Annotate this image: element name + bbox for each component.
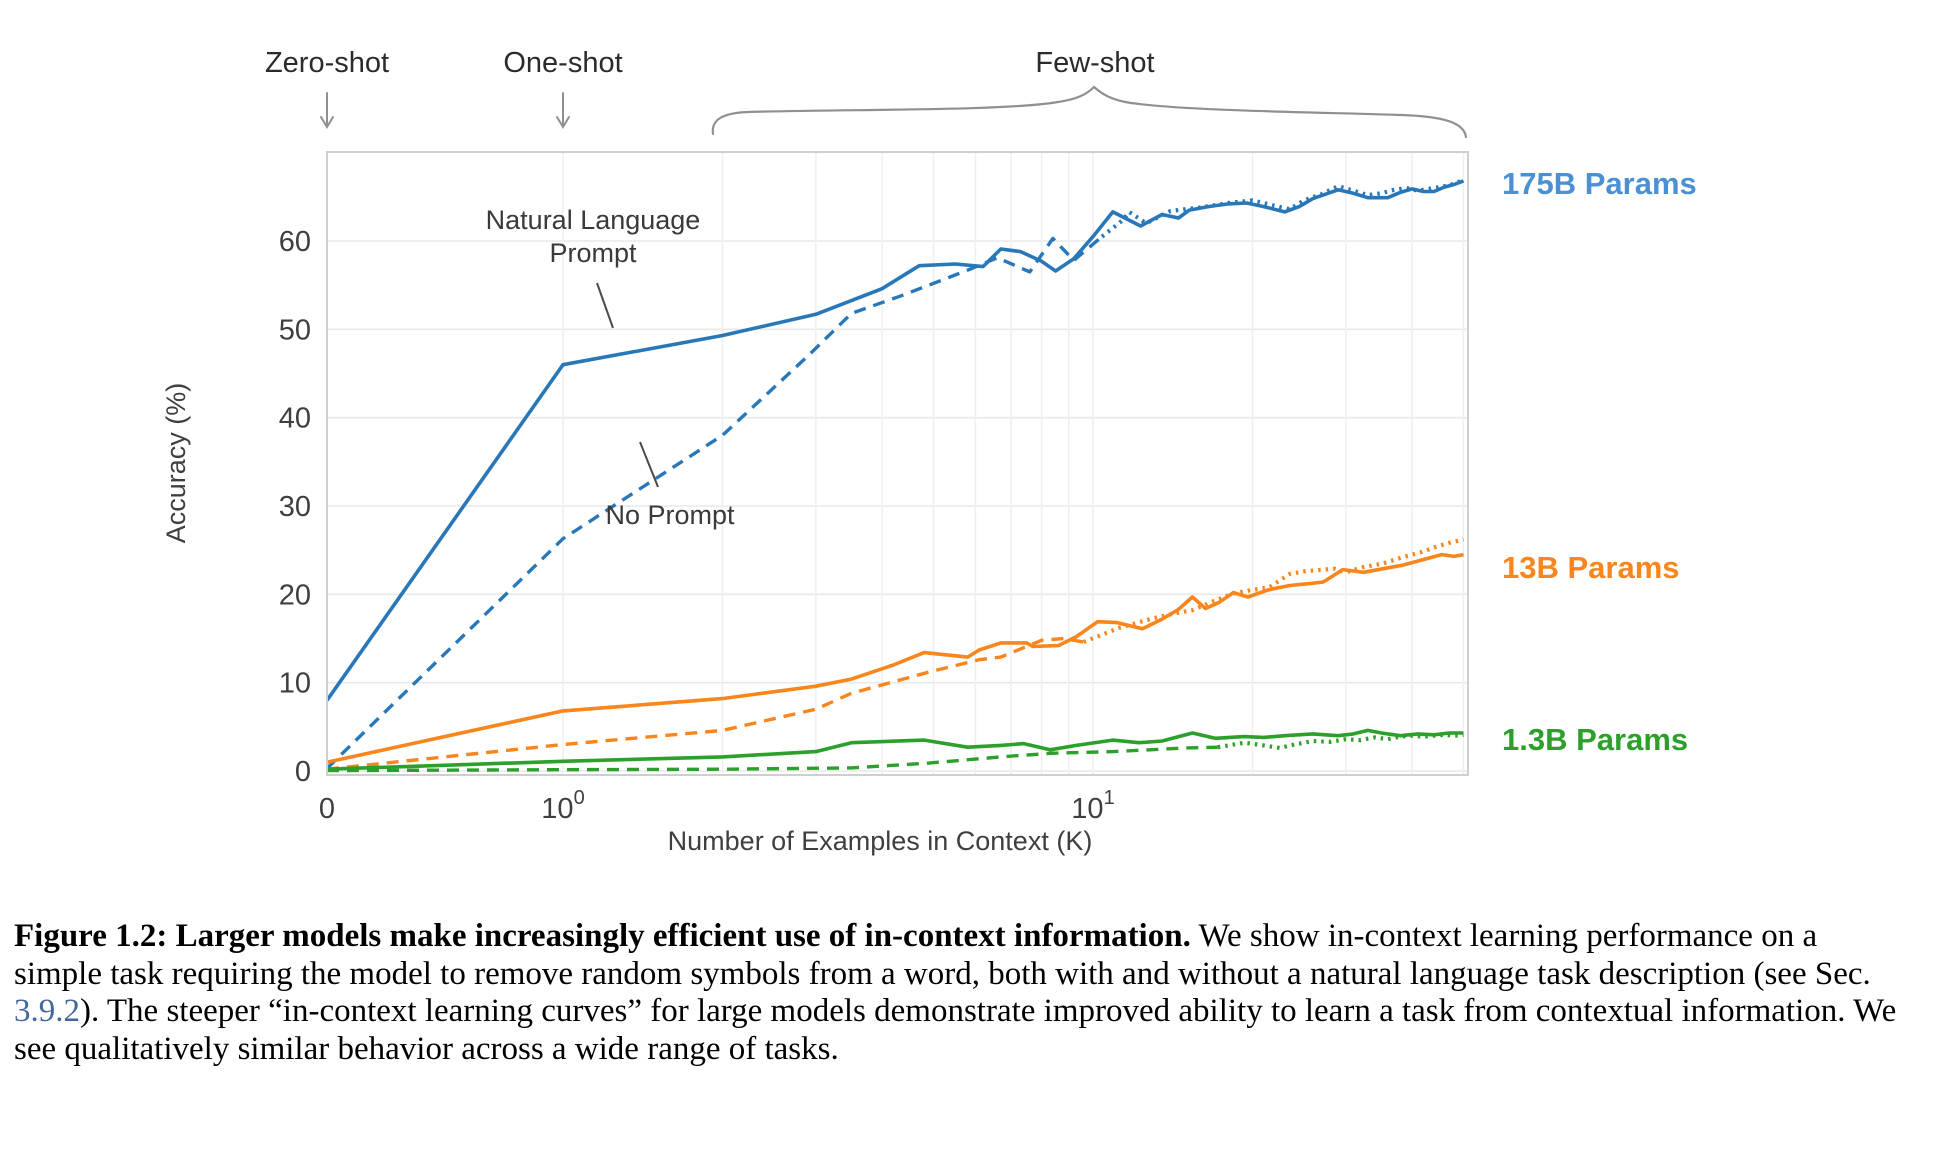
- regime-labels: Zero-shot One-shot Few-shot: [265, 47, 1468, 139]
- y-tick-label: 0: [295, 756, 311, 788]
- annotation-leader-line: [639, 441, 659, 488]
- annotation-natural-language-prompt-line2: Prompt: [549, 238, 637, 268]
- regime-label-zero-shot: Zero-shot: [265, 47, 389, 79]
- regime-label-one-shot: One-shot: [503, 47, 622, 79]
- x-tick-label: 100: [541, 787, 584, 825]
- caption-text-before-link: We show in-context learning performance …: [14, 918, 1871, 992]
- y-tick-label: 60: [279, 226, 311, 258]
- y-tick-label: 40: [279, 403, 311, 435]
- curve-13b-no-prompt-dotted: [1082, 537, 1464, 644]
- annotation-no-prompt: No Prompt: [605, 500, 735, 530]
- curve-1.3b-no-prompt-dashed: [326, 745, 1218, 773]
- x-axis-label: Number of Examples in Context (K): [668, 826, 1093, 856]
- curve-175b-natural-language-prompt: [326, 179, 1465, 702]
- curve-13b-no-prompt-dashed: [326, 636, 1084, 771]
- caption-text-after-link: ). The steeper “in-context learning curv…: [14, 993, 1897, 1067]
- series-end-labels: 175B Params 13B Params 1.3B Params: [1502, 166, 1697, 757]
- y-tick-label: 20: [279, 579, 311, 611]
- x-tick-label: 101: [1071, 787, 1114, 825]
- curve-1.3b-no-prompt-dotted: [1217, 732, 1464, 751]
- series-curves: [326, 178, 1465, 773]
- annotation-leader-line: [596, 282, 614, 329]
- plot-border: [326, 151, 1469, 776]
- series-label-1.3b-params: 1.3B Params: [1502, 722, 1688, 757]
- y-tick-label: 10: [279, 668, 311, 700]
- in-context-learning-chart: 0 10 20 30 40 50 60 0 100 101 Accuracy (%) Number o…: [161, 47, 1697, 856]
- curve-175b-no-prompt-dotted: [1100, 178, 1465, 239]
- plot-area: [327, 152, 1468, 775]
- y-tick-label: 50: [279, 314, 311, 346]
- caption-figure-label: Figure 1.2: Larger models make increasin…: [14, 918, 1191, 954]
- y-tick-label: 30: [279, 491, 311, 523]
- series-label-175b-params: 175B Params: [1502, 166, 1697, 201]
- down-arrow-icon: [320, 92, 334, 129]
- annotation-natural-language-prompt-line1: Natural Language: [486, 205, 701, 235]
- regime-label-few-shot: Few-shot: [1035, 47, 1154, 79]
- caption-section-link[interactable]: 3.9.2: [14, 993, 80, 1029]
- down-arrow-icon: [556, 92, 570, 129]
- curve-1.3b-natural-language-prompt: [326, 728, 1464, 771]
- gridlines: [327, 152, 1468, 775]
- x-tick-label: 0: [319, 793, 335, 825]
- figure-caption: Figure 1.2: Larger models make increasin…: [0, 912, 1928, 1068]
- y-axis-label: Accuracy (%): [161, 383, 191, 544]
- series-label-13b-params: 13B Params: [1502, 550, 1680, 585]
- curve-175b-no-prompt-dashed: [326, 235, 1104, 770]
- y-tick-labels: 0 10 20 30 40 50 60: [279, 226, 311, 788]
- x-tick-labels: 0 100 101: [319, 787, 1115, 825]
- few-shot-brace-icon: [711, 85, 1468, 139]
